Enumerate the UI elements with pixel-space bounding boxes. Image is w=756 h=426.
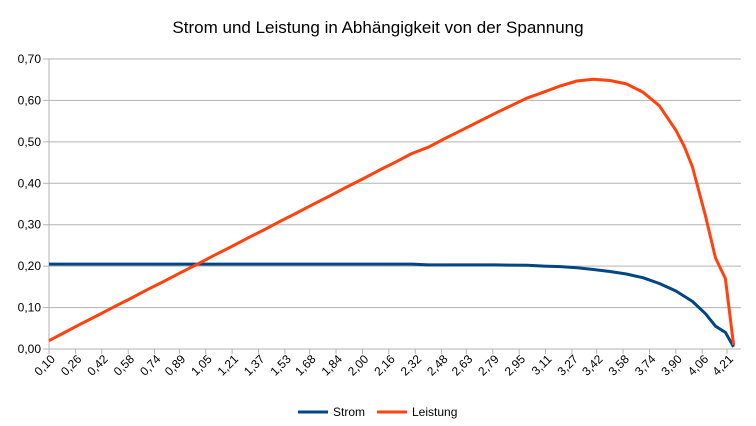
series-line-leistung	[48, 77, 736, 346]
y-tick-label: 0,50	[18, 135, 42, 149]
chart-title: Strom und Leistung in Abhängigkeit von d…	[172, 18, 583, 37]
x-tick-label: 0,58	[111, 352, 138, 379]
x-tick-label: 0,89	[162, 352, 189, 379]
x-tick-label: 1,68	[292, 352, 319, 379]
legend-label-strom: Strom	[333, 405, 365, 419]
x-tick-label: 2,48	[424, 352, 451, 379]
x-tick-label: 1,21	[215, 352, 242, 379]
y-tick-label: 0,20	[18, 259, 42, 273]
x-tick-label: 0,26	[58, 352, 85, 379]
x-tick-label: 2,95	[502, 352, 529, 379]
x-tick-label: 1,84	[319, 352, 346, 379]
legend: Strom Leistung	[298, 405, 457, 419]
x-tick-label: 4,21	[710, 352, 737, 379]
x-tick-label: 3,27	[554, 352, 581, 379]
x-axis-ticks: 0,10 0,26 0,42 0,58 0,740,89 1,05 1,21 1,37 1,53…	[32, 349, 737, 379]
x-tick-label: 3,11	[529, 352, 555, 378]
y-tick-label: 0,30	[18, 218, 42, 232]
legend-label-leistung: Leistung	[412, 405, 457, 419]
x-tick-label: 2,00	[345, 352, 372, 379]
y-axis-ticks: 0,00 0,10 0,20 0,30 0,40 0,50 0,60 0,70	[18, 52, 49, 356]
x-tick-label: 2,79	[475, 352, 502, 379]
x-tick-label: 4,06	[685, 352, 712, 379]
y-tick-label: 0,40	[18, 176, 42, 190]
x-tick-label: 0,42	[84, 352, 111, 379]
series-layer	[48, 77, 736, 348]
x-tick-label: 3,58	[606, 352, 633, 379]
x-tick-label: 3,90	[658, 352, 685, 379]
x-tick-label: 3,74	[632, 352, 659, 379]
x-tick-label: 2,16	[371, 352, 398, 379]
x-tick-label: 0,74	[137, 352, 164, 379]
y-tick-label: 0,60	[18, 93, 42, 107]
x-tick-label: 3,42	[579, 352, 606, 379]
x-tick-label: 2,32	[398, 352, 425, 379]
y-tick-label: 0,10	[18, 301, 42, 315]
y-tick-label: 0,00	[18, 342, 42, 356]
series-line-strom	[49, 262, 735, 348]
grid-layer	[48, 58, 741, 350]
x-tick-label: 1,53	[267, 352, 294, 379]
x-tick-label: 2,63	[449, 352, 476, 379]
x-tick-label: 1,05	[188, 352, 215, 379]
x-tick-label: 1,37	[241, 352, 268, 379]
y-tick-label: 0,70	[18, 52, 42, 66]
